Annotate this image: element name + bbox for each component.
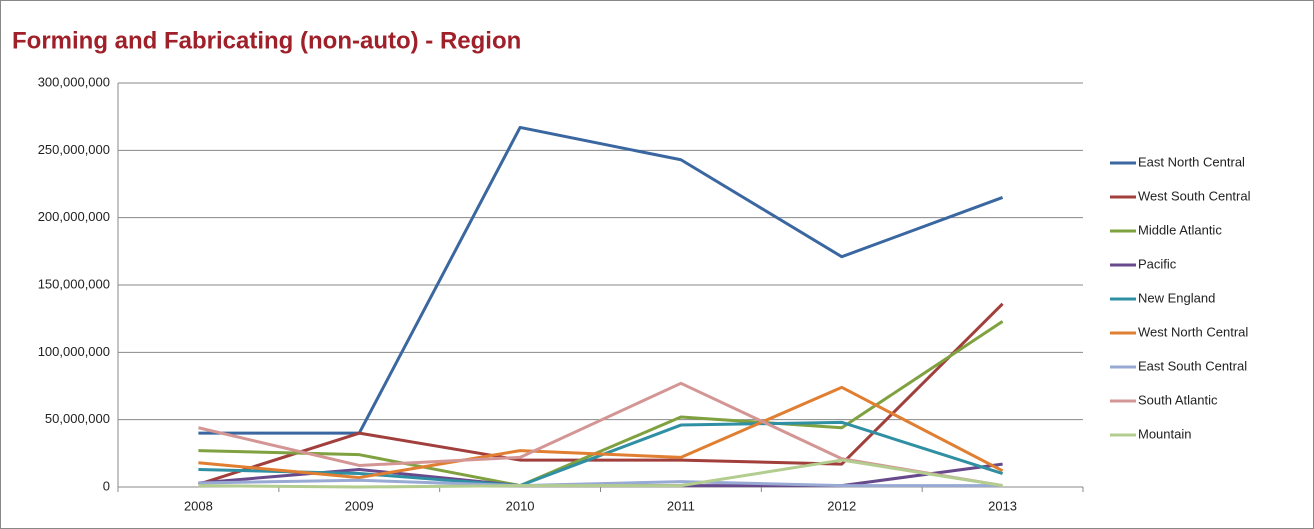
legend-label: South Atlantic xyxy=(1138,392,1218,407)
legend-label: Middle Atlantic xyxy=(1138,222,1222,237)
legend-label: West South Central xyxy=(1138,188,1251,203)
series-line xyxy=(198,458,1003,489)
x-tick-label: 2008 xyxy=(184,498,213,513)
series-line xyxy=(198,320,1004,488)
y-tick-label: 300,000,000 xyxy=(38,74,110,89)
y-tick-label: 100,000,000 xyxy=(38,344,110,359)
series-line xyxy=(198,125,1004,435)
legend-label: Mountain xyxy=(1138,426,1191,441)
legend-label: East North Central xyxy=(1138,154,1245,169)
x-tick-label: 2009 xyxy=(345,498,374,513)
legend-label: New England xyxy=(1138,290,1215,305)
series-line xyxy=(198,385,1004,480)
legend-label: West North Central xyxy=(1138,324,1248,339)
legend-label: East South Central xyxy=(1138,358,1247,373)
series-line xyxy=(198,478,1003,488)
y-tick-label: 150,000,000 xyxy=(38,276,110,291)
y-tick-label: 50,000,000 xyxy=(45,411,110,426)
series-line xyxy=(197,302,1004,486)
legend-label: Pacific xyxy=(1138,256,1177,271)
x-tick-label: 2010 xyxy=(506,498,535,513)
x-tick-label: 2011 xyxy=(667,498,695,513)
x-tick-label: 2012 xyxy=(827,498,856,513)
x-tick-label: 2013 xyxy=(988,498,1017,513)
chart-title: Forming and Fabricating (non-auto) - Reg… xyxy=(12,27,521,54)
y-tick-label: 250,000,000 xyxy=(38,142,110,157)
y-tick-label: 0 xyxy=(103,478,110,493)
y-tick-label: 200,000,000 xyxy=(38,209,110,224)
